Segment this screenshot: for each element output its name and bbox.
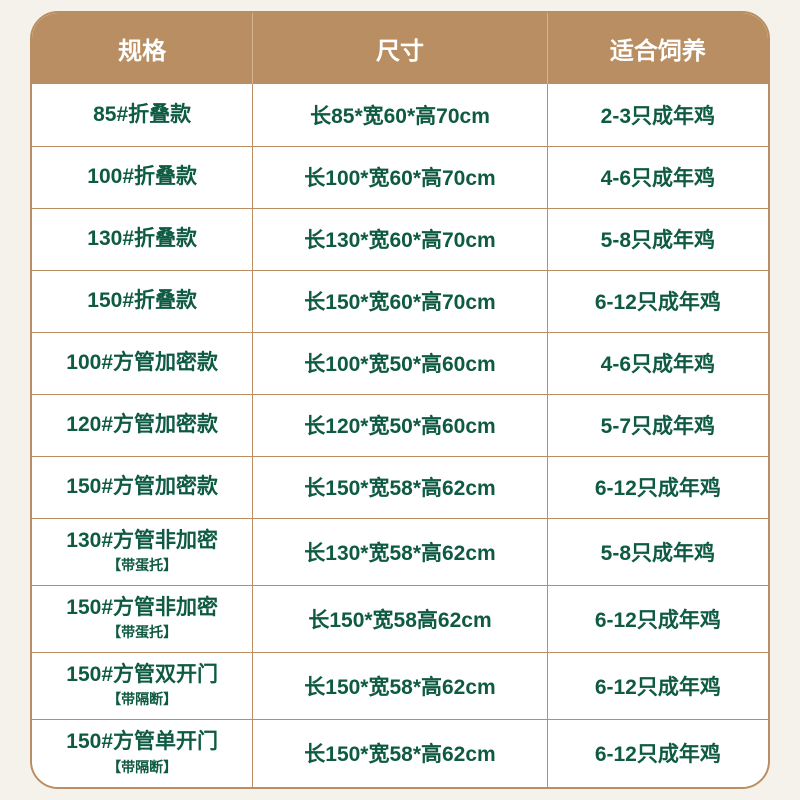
cell-capacity: 5-7只成年鸡	[547, 394, 768, 456]
cell-capacity: 6-12只成年鸡	[547, 456, 768, 518]
cell-capacity: 6-12只成年鸡	[547, 720, 768, 787]
spec-main-text: 150#方管加密款	[38, 475, 246, 499]
cell-spec: 150#折叠款	[32, 270, 253, 332]
table-row: 150#方管双开门【带隔断】长150*宽58*高62cm6-12只成年鸡	[32, 653, 768, 720]
spec-main-text: 85#折叠款	[38, 103, 246, 127]
cell-spec: 120#方管加密款	[32, 394, 253, 456]
cell-spec: 150#方管单开门【带隔断】	[32, 720, 253, 787]
cell-spec: 85#折叠款	[32, 84, 253, 146]
cell-size: 长130*宽60*高70cm	[253, 208, 547, 270]
table-row: 150#方管单开门【带隔断】长150*宽58*高62cm6-12只成年鸡	[32, 720, 768, 787]
cell-size: 长150*宽58*高62cm	[253, 720, 547, 787]
cell-size: 长120*宽50*高60cm	[253, 394, 547, 456]
cell-spec: 150#方管双开门【带隔断】	[32, 653, 253, 720]
cell-capacity: 6-12只成年鸡	[547, 270, 768, 332]
spec-sub-text: 【带蛋托】	[38, 555, 246, 575]
cell-capacity: 6-12只成年鸡	[547, 586, 768, 653]
cell-capacity: 2-3只成年鸡	[547, 84, 768, 146]
table-row: 150#方管加密款长150*宽58*高62cm6-12只成年鸡	[32, 456, 768, 518]
cell-size: 长130*宽58*高62cm	[253, 518, 547, 585]
table-row: 120#方管加密款长120*宽50*高60cm5-7只成年鸡	[32, 394, 768, 456]
cell-spec: 100#方管加密款	[32, 332, 253, 394]
spec-main-text: 130#折叠款	[38, 227, 246, 251]
spec-sub-text: 【带隔断】	[38, 757, 246, 777]
spec-main-text: 150#方管非加密	[38, 596, 246, 620]
spec-main-text: 150#折叠款	[38, 289, 246, 313]
table-row: 130#折叠款长130*宽60*高70cm5-8只成年鸡	[32, 208, 768, 270]
spec-sub-text: 【带蛋托】	[38, 622, 246, 642]
col-header-size: 尺寸	[253, 13, 547, 84]
col-header-spec: 规格	[32, 13, 253, 84]
cell-size: 长150*宽58*高62cm	[253, 456, 547, 518]
col-header-capacity: 适合饲养	[547, 13, 768, 84]
table-row: 150#方管非加密【带蛋托】长150*宽58高62cm6-12只成年鸡	[32, 586, 768, 653]
cell-spec: 150#方管非加密【带蛋托】	[32, 586, 253, 653]
cell-capacity: 6-12只成年鸡	[547, 653, 768, 720]
spec-sub-text: 【带隔断】	[38, 689, 246, 709]
table-row: 100#折叠款长100*宽60*高70cm4-6只成年鸡	[32, 146, 768, 208]
cell-spec: 130#方管非加密【带蛋托】	[32, 518, 253, 585]
cell-capacity: 4-6只成年鸡	[547, 332, 768, 394]
spec-main-text: 120#方管加密款	[38, 413, 246, 437]
spec-main-text: 100#折叠款	[38, 165, 246, 189]
spec-table: 规格 尺寸 适合饲养 85#折叠款长85*宽60*高70cm2-3只成年鸡100…	[32, 13, 768, 786]
spec-main-text: 130#方管非加密	[38, 529, 246, 553]
cell-capacity: 5-8只成年鸡	[547, 208, 768, 270]
cell-spec: 130#折叠款	[32, 208, 253, 270]
cell-size: 长100*宽60*高70cm	[253, 146, 547, 208]
table-row: 130#方管非加密【带蛋托】长130*宽58*高62cm5-8只成年鸡	[32, 518, 768, 585]
table-header-row: 规格 尺寸 适合饲养	[32, 13, 768, 84]
cell-size: 长100*宽50*高60cm	[253, 332, 547, 394]
cell-size: 长150*宽60*高70cm	[253, 270, 547, 332]
cell-spec: 150#方管加密款	[32, 456, 253, 518]
cell-size: 长150*宽58*高62cm	[253, 653, 547, 720]
cell-capacity: 4-6只成年鸡	[547, 146, 768, 208]
table-body: 85#折叠款长85*宽60*高70cm2-3只成年鸡100#折叠款长100*宽6…	[32, 84, 768, 786]
table-row: 150#折叠款长150*宽60*高70cm6-12只成年鸡	[32, 270, 768, 332]
cell-spec: 100#折叠款	[32, 146, 253, 208]
spec-main-text: 150#方管双开门	[38, 663, 246, 687]
table-row: 85#折叠款长85*宽60*高70cm2-3只成年鸡	[32, 84, 768, 146]
spec-main-text: 100#方管加密款	[38, 351, 246, 375]
spec-main-text: 150#方管单开门	[38, 730, 246, 754]
cell-size: 长150*宽58高62cm	[253, 586, 547, 653]
spec-table-container: 规格 尺寸 适合饲养 85#折叠款长85*宽60*高70cm2-3只成年鸡100…	[30, 11, 770, 788]
cell-capacity: 5-8只成年鸡	[547, 518, 768, 585]
cell-size: 长85*宽60*高70cm	[253, 84, 547, 146]
table-row: 100#方管加密款长100*宽50*高60cm4-6只成年鸡	[32, 332, 768, 394]
